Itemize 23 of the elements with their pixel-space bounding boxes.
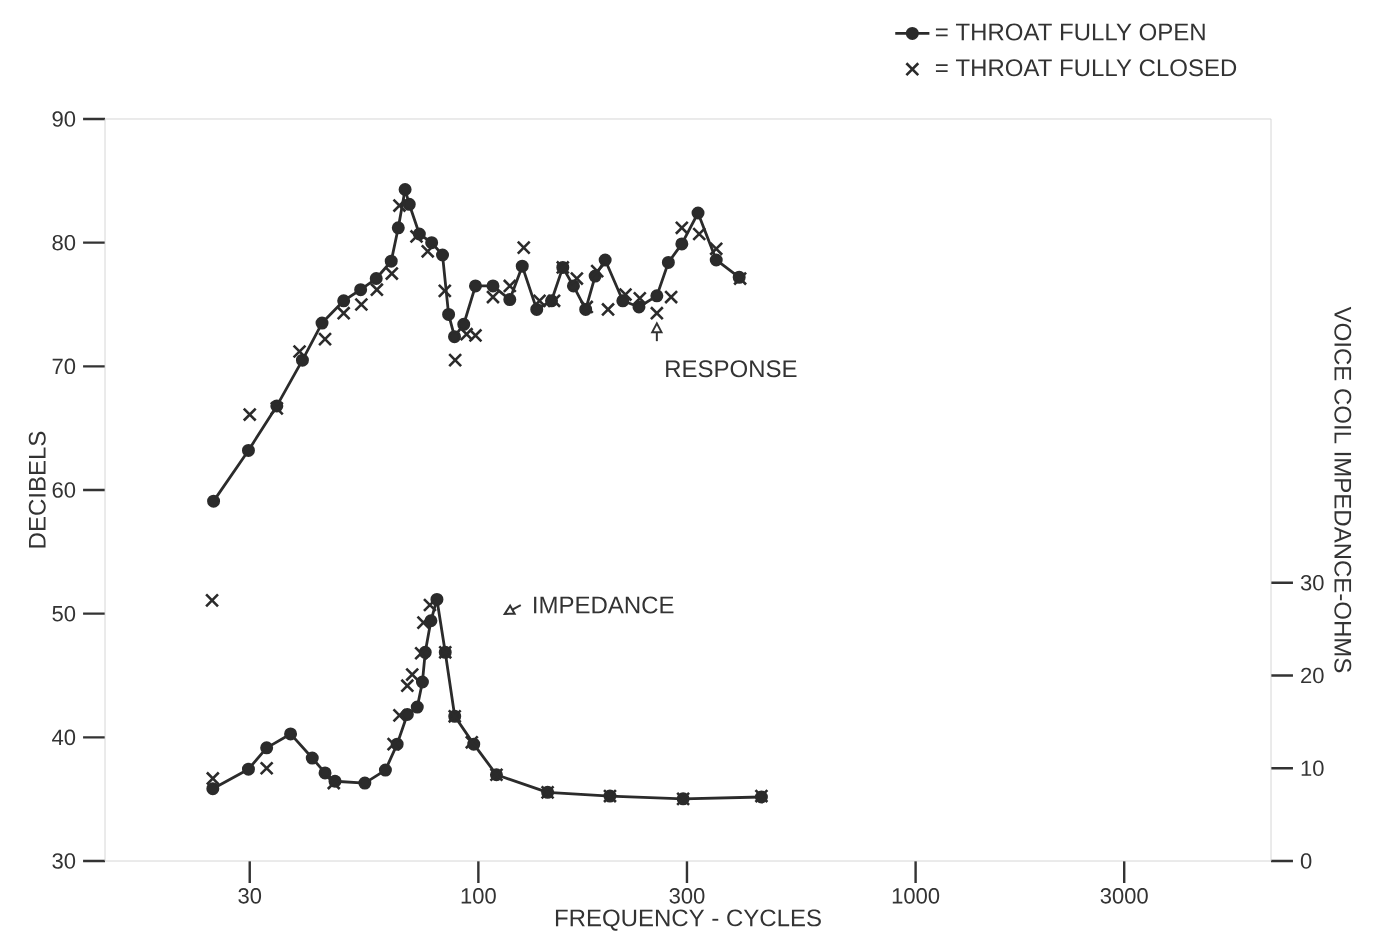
x-tick-label: 100 xyxy=(461,888,496,904)
legend-label: = THROAT FULLY OPEN xyxy=(935,23,1205,41)
y-tick-label: 70 xyxy=(52,358,76,375)
y2-axis-title: VOICE COIL IMPEDANCE-OHMS xyxy=(1334,306,1352,673)
annotation: IMPEDANCE xyxy=(534,596,674,614)
x-tick-label: 30 xyxy=(238,888,262,904)
y-axis-title: DECIBELS xyxy=(28,431,46,548)
y2-tick-label: 10 xyxy=(1301,760,1324,777)
y2-tick-label: 0 xyxy=(1300,853,1312,869)
y-tick-label: 50 xyxy=(52,605,76,622)
y2-tick-label: 20 xyxy=(1301,667,1324,684)
y2-tick-label: 30 xyxy=(1300,574,1324,591)
y-tick-label: 40 xyxy=(52,729,76,746)
annotation: RESPONSE xyxy=(666,360,797,378)
y-tick-label: 90 xyxy=(52,111,76,127)
x-tick-label: 300 xyxy=(669,888,705,904)
y-tick-label: 60 xyxy=(52,482,76,498)
legend-label: = THROAT FULLY CLOSED xyxy=(935,59,1237,77)
x-tick-label: 3000 xyxy=(1100,888,1148,904)
y-tick-label: 30 xyxy=(52,853,76,869)
x-axis-title: FREQUENCY - CYCLES xyxy=(555,909,821,931)
x-tick-label: 1000 xyxy=(892,888,940,904)
y-tick-label: 80 xyxy=(52,234,76,251)
